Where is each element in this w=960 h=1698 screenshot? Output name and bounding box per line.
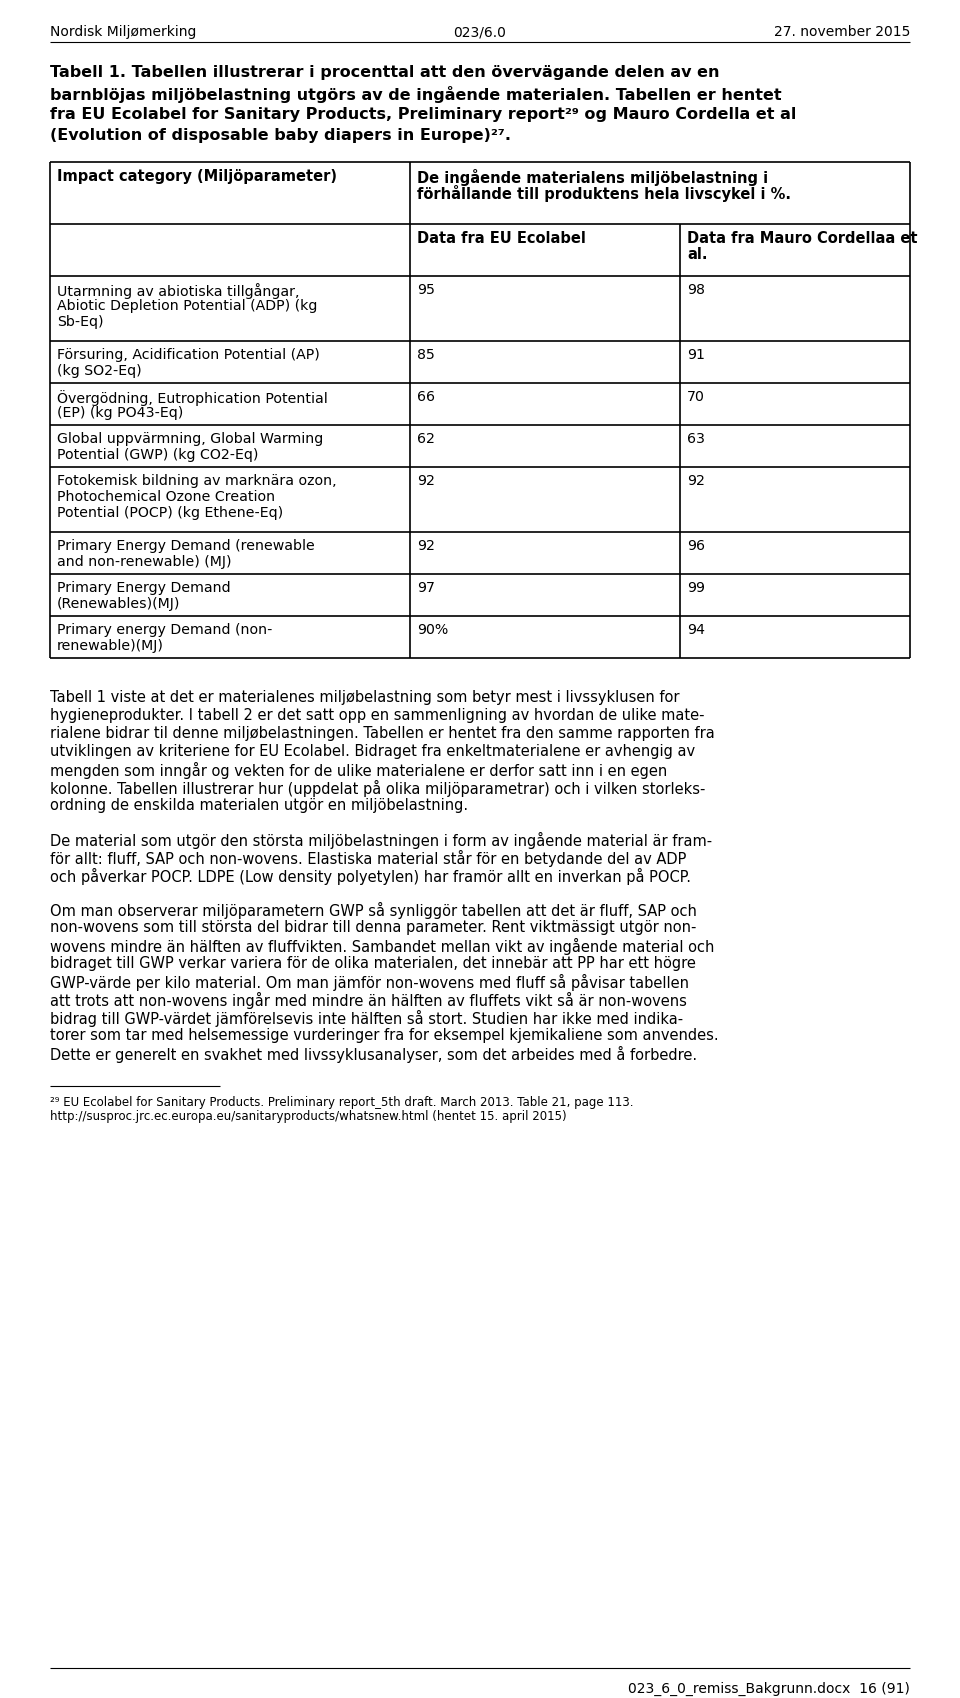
Text: al.: al. bbox=[687, 246, 708, 261]
Text: förhållande till produktens hela livscykel i %.: förhållande till produktens hela livscyk… bbox=[417, 185, 791, 202]
Text: Utarmning av abiotiska tillgångar,: Utarmning av abiotiska tillgångar, bbox=[57, 284, 300, 299]
Text: Abiotic Depletion Potential (ADP) (kg: Abiotic Depletion Potential (ADP) (kg bbox=[57, 299, 318, 312]
Text: non-wovens som till största del bidrar till denna parameter. Rent viktmässigt ut: non-wovens som till största del bidrar t… bbox=[50, 920, 696, 936]
Text: och påverkar POCP. LDPE (Low density polyetylen) har framör allt en inverkan på : och påverkar POCP. LDPE (Low density pol… bbox=[50, 868, 691, 885]
Text: Photochemical Ozone Creation: Photochemical Ozone Creation bbox=[57, 491, 276, 504]
Text: Sb-Eq): Sb-Eq) bbox=[57, 316, 104, 329]
Text: 90%: 90% bbox=[417, 623, 448, 637]
Text: Data fra EU Ecolabel: Data fra EU Ecolabel bbox=[417, 231, 586, 246]
Text: wovens mindre än hälften av fluffvikten. Sambandet mellan vikt av ingående mater: wovens mindre än hälften av fluffvikten.… bbox=[50, 937, 714, 954]
Text: 92: 92 bbox=[417, 474, 435, 487]
Text: 85: 85 bbox=[417, 348, 435, 362]
Text: 023_6_0_remiss_Bakgrunn.docx  16 (91): 023_6_0_remiss_Bakgrunn.docx 16 (91) bbox=[628, 1683, 910, 1696]
Text: 27. november 2015: 27. november 2015 bbox=[774, 25, 910, 39]
Text: 92: 92 bbox=[417, 538, 435, 554]
Text: (Renewables)(MJ): (Renewables)(MJ) bbox=[57, 598, 180, 611]
Text: att trots att non-wovens ingår med mindre än hälften av fluffets vikt så är non-: att trots att non-wovens ingår med mindr… bbox=[50, 992, 686, 1009]
Text: Primary Energy Demand: Primary Energy Demand bbox=[57, 581, 230, 594]
Text: 023/6.0: 023/6.0 bbox=[453, 25, 507, 39]
Text: Dette er generelt en svakhet med livssyklusanalyser, som det arbeides med å forb: Dette er generelt en svakhet med livssyk… bbox=[50, 1046, 697, 1063]
Text: 92: 92 bbox=[687, 474, 705, 487]
Text: 62: 62 bbox=[417, 431, 435, 447]
Text: Försuring, Acidification Potential (AP): Försuring, Acidification Potential (AP) bbox=[57, 348, 320, 362]
Text: Nordisk Miljømerking: Nordisk Miljømerking bbox=[50, 25, 197, 39]
Text: rialene bidrar til denne miljøbelastningen. Tabellen er hentet fra den samme rap: rialene bidrar til denne miljøbelastning… bbox=[50, 727, 715, 740]
Text: (kg SO2-Eq): (kg SO2-Eq) bbox=[57, 363, 142, 379]
Text: De material som utgör den största miljöbelastningen i form av ingående material : De material som utgör den största miljöb… bbox=[50, 832, 712, 849]
Text: Om man observerar miljöparametern GWP så synliggör tabellen att det är fluff, SA: Om man observerar miljöparametern GWP så… bbox=[50, 902, 697, 919]
Text: 63: 63 bbox=[687, 431, 705, 447]
Text: barnblöjas miljöbelastning utgörs av de ingående materialen. Tabellen er hentet: barnblöjas miljöbelastning utgörs av de … bbox=[50, 87, 781, 104]
Text: Tabell 1 viste at det er materialenes miljøbelastning som betyr mest i livssyklu: Tabell 1 viste at det er materialenes mi… bbox=[50, 689, 680, 705]
Text: torer som tar med helsemessige vurderinger fra for eksempel kjemikaliene som anv: torer som tar med helsemessige vurdering… bbox=[50, 1027, 719, 1043]
Text: 66: 66 bbox=[417, 391, 435, 404]
Text: Övergödning, Eutrophication Potential: Övergödning, Eutrophication Potential bbox=[57, 391, 327, 406]
Text: 99: 99 bbox=[687, 581, 705, 594]
Text: 98: 98 bbox=[687, 284, 705, 297]
Text: för allt: fluff, SAP och non-wovens. Elastiska material står för en betydande de: för allt: fluff, SAP och non-wovens. Ela… bbox=[50, 851, 686, 868]
Text: and non-renewable) (MJ): and non-renewable) (MJ) bbox=[57, 555, 231, 569]
Text: (EP) (kg PO43-Eq): (EP) (kg PO43-Eq) bbox=[57, 406, 183, 419]
Text: kolonne. Tabellen illustrerar hur (uppdelat på olika miljöparametrar) och i vilk: kolonne. Tabellen illustrerar hur (uppde… bbox=[50, 779, 706, 796]
Text: 95: 95 bbox=[417, 284, 435, 297]
Text: Data fra Mauro Cordellaa et: Data fra Mauro Cordellaa et bbox=[687, 231, 918, 246]
Text: 96: 96 bbox=[687, 538, 705, 554]
Text: De ingående materialens miljöbelastning i: De ingående materialens miljöbelastning … bbox=[417, 170, 768, 187]
Text: hygieneprodukter. I tabell 2 er det satt opp en sammenligning av hvordan de ulik: hygieneprodukter. I tabell 2 er det satt… bbox=[50, 708, 705, 723]
Text: Primary Energy Demand (renewable: Primary Energy Demand (renewable bbox=[57, 538, 315, 554]
Text: mengden som inngår og vekten for de ulike materialene er derfor satt inn i en eg: mengden som inngår og vekten for de ulik… bbox=[50, 762, 667, 779]
Text: renewable)(MJ): renewable)(MJ) bbox=[57, 638, 164, 654]
Text: bidraget till GWP verkar variera för de olika materialen, det innebär att PP har: bidraget till GWP verkar variera för de … bbox=[50, 956, 696, 971]
Text: 97: 97 bbox=[417, 581, 435, 594]
Text: (Evolution of disposable baby diapers in Europe)²⁷.: (Evolution of disposable baby diapers in… bbox=[50, 127, 511, 143]
Text: 70: 70 bbox=[687, 391, 705, 404]
Text: Potential (POCP) (kg Ethene-Eq): Potential (POCP) (kg Ethene-Eq) bbox=[57, 506, 283, 520]
Text: GWP-värde per kilo material. Om man jämför non-wovens med fluff så påvisar tabel: GWP-värde per kilo material. Om man jämf… bbox=[50, 975, 689, 992]
Text: bidrag till GWP-värdet jämförelsevis inte hälften så stort. Studien har ikke med: bidrag till GWP-värdet jämförelsevis int… bbox=[50, 1010, 684, 1027]
Text: fra EU Ecolabel for Sanitary Products, Preliminary report²⁹ og Mauro Cordella et: fra EU Ecolabel for Sanitary Products, P… bbox=[50, 107, 797, 122]
Text: ²⁹ EU Ecolabel for Sanitary Products. Preliminary report_5th draft. March 2013. : ²⁹ EU Ecolabel for Sanitary Products. Pr… bbox=[50, 1095, 634, 1109]
Text: http://susproc.jrc.ec.europa.eu/sanitaryproducts/whatsnew.html (hentet 15. april: http://susproc.jrc.ec.europa.eu/sanitary… bbox=[50, 1110, 566, 1122]
Text: Primary energy Demand (non-: Primary energy Demand (non- bbox=[57, 623, 273, 637]
Text: Potential (GWP) (kg CO2-Eq): Potential (GWP) (kg CO2-Eq) bbox=[57, 448, 258, 462]
Text: Global uppvärmning, Global Warming: Global uppvärmning, Global Warming bbox=[57, 431, 324, 447]
Text: Tabell 1. Tabellen illustrerar i procenttal att den övervägande delen av en: Tabell 1. Tabellen illustrerar i procent… bbox=[50, 65, 719, 80]
Text: 94: 94 bbox=[687, 623, 705, 637]
Text: ordning de enskilda materialen utgör en miljöbelastning.: ordning de enskilda materialen utgör en … bbox=[50, 798, 468, 813]
Text: utviklingen av kriteriene for EU Ecolabel. Bidraget fra enkeltmaterialene er avh: utviklingen av kriteriene for EU Ecolabe… bbox=[50, 744, 695, 759]
Text: 91: 91 bbox=[687, 348, 705, 362]
Text: Fotokemisk bildning av marknära ozon,: Fotokemisk bildning av marknära ozon, bbox=[57, 474, 337, 487]
Text: Impact category (Miljöparameter): Impact category (Miljöparameter) bbox=[57, 170, 337, 183]
